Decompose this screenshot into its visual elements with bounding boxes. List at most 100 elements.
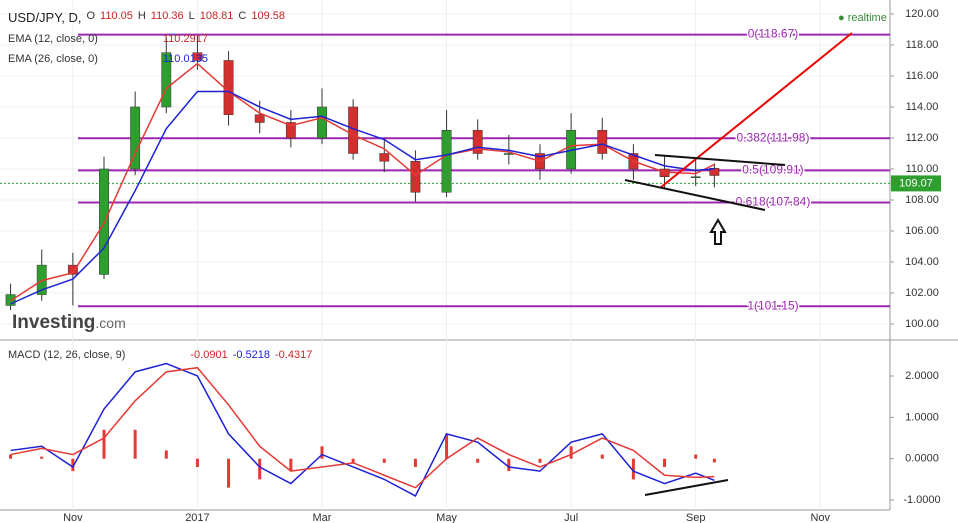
y-tick-label: 120.00 <box>905 8 939 20</box>
logo-text: Investing <box>12 312 96 333</box>
candle-body <box>597 129 608 154</box>
ema-line <box>10 62 715 302</box>
histogram-bar <box>631 458 635 480</box>
candle-body <box>410 160 421 193</box>
y-tick-label: 106.00 <box>905 225 939 237</box>
y-tick-label: -1.0000 <box>903 494 940 506</box>
ohlc-label: C <box>238 10 247 22</box>
x-tick-label: Nov <box>63 512 83 523</box>
realtime-label: realtime <box>847 12 887 24</box>
macd-title: MACD (12, 26, close, 9) <box>8 349 126 361</box>
y-tick-label: 114.00 <box>906 101 939 113</box>
pointer-arrow <box>709 218 727 245</box>
last-price-box <box>891 175 941 192</box>
fib-label: 1(101.15) <box>747 298 798 312</box>
fib-label: 0.618(107.84) <box>736 195 811 209</box>
y-tick-label: 1.0000 <box>905 411 939 423</box>
realtime: ● realtime <box>838 12 887 24</box>
histogram-bar <box>9 454 13 459</box>
candle-body <box>317 106 327 139</box>
legend-value: 110.0135 <box>162 53 208 65</box>
header: USD/JPY, D, O 110.05 H 110.36 L 108.81 C 109… <box>8 10 285 25</box>
trend-line <box>654 154 786 166</box>
candle-body <box>192 52 203 61</box>
candle-body <box>441 129 452 193</box>
y-tick-label: 2.0000 <box>905 370 939 382</box>
fib-label: 0.5(109.91) <box>742 163 803 177</box>
histogram-bar <box>40 456 44 459</box>
histogram-bar <box>538 458 542 463</box>
histogram-bar <box>258 458 262 480</box>
x-tick-label: 2017 <box>185 512 209 523</box>
histogram-bar <box>413 458 417 467</box>
candle-body <box>379 153 390 162</box>
logo-suffix: .com <box>95 315 126 331</box>
candle-body <box>254 114 265 123</box>
candle-body <box>690 176 701 178</box>
legend-value: 110.2917 <box>162 33 208 45</box>
macd-value: -0.0901 <box>190 349 228 361</box>
histogram-bar <box>289 458 293 472</box>
histogram-bar <box>227 458 231 488</box>
y-tick-label: 102.00 <box>905 287 939 299</box>
y-tick-label: 110.00 <box>906 163 939 175</box>
fib-label: 0(118.67) <box>748 27 798 41</box>
ohlc-label: L <box>188 10 195 22</box>
candle-body <box>67 264 78 275</box>
fib-label: 0.382(111.98) <box>737 130 810 144</box>
histogram-bar <box>507 458 511 472</box>
macd-value: -0.4317 <box>275 349 313 361</box>
ohlc-label: O <box>86 10 96 22</box>
x-tick-label: Mar <box>313 512 332 523</box>
trend-line <box>644 479 729 496</box>
trend-arrow <box>659 32 853 189</box>
ema-line <box>10 90 715 305</box>
histogram-bar <box>476 458 480 463</box>
histogram-bar <box>600 454 604 459</box>
y-tick-label: 116.00 <box>906 70 939 82</box>
legend-label: EMA (12, close, 0) <box>8 33 98 45</box>
last-price-label: 109.07 <box>899 177 933 189</box>
grid <box>0 0 890 510</box>
x-tick-label: Jul <box>564 512 578 523</box>
ohlc-label: H <box>137 10 146 22</box>
macd-value: -0.5218 <box>232 349 270 361</box>
legend-entry: EMA (26, close, 0) 110.0135 <box>8 53 208 65</box>
candle-body <box>130 106 141 170</box>
x-tick-label: May <box>436 512 457 523</box>
y-tick-label: 108.00 <box>905 194 939 206</box>
histogram-bar <box>569 446 573 459</box>
histogram-bar <box>102 429 106 459</box>
trend-line <box>624 179 766 211</box>
histogram-bar <box>71 458 75 472</box>
candle-body <box>709 167 720 176</box>
histogram-bar <box>712 458 716 463</box>
ohlc-value: 109.58 <box>251 10 286 22</box>
candle-body <box>161 52 172 108</box>
histogram-bar <box>382 458 386 463</box>
plot: 100.00 102.00 104.00 106.00 108.00 110.00 112.… <box>0 8 941 523</box>
histogram-bar <box>133 429 137 459</box>
histogram-bar <box>195 458 199 467</box>
legend-label: EMA (26, close, 0) <box>8 53 98 65</box>
macd-line <box>10 366 715 489</box>
annotations <box>624 32 853 496</box>
y-tick-label: 100.00 <box>905 318 939 330</box>
histogram-bar <box>351 458 355 463</box>
x-tick-label: Sep <box>686 512 706 523</box>
histogram-bar <box>445 433 449 459</box>
candle-body <box>472 129 483 154</box>
ohlc-value: 110.05 <box>100 10 133 22</box>
logo: Investing.com <box>12 312 126 334</box>
ohlc-value: 110.36 <box>150 10 184 22</box>
legend-entry: EMA (12, close, 0) 110.2917 <box>8 33 208 45</box>
macd-header: MACD (12, 26, close, 9) -0.0901 -0.5218 … <box>8 349 312 361</box>
y-tick-label: 0.0000 <box>905 453 939 465</box>
x-tick-label: Nov <box>810 512 830 523</box>
ohlc-value: 108.81 <box>199 10 234 22</box>
histogram-bar <box>164 450 168 459</box>
y-tick-label: 112.00 <box>906 132 939 144</box>
